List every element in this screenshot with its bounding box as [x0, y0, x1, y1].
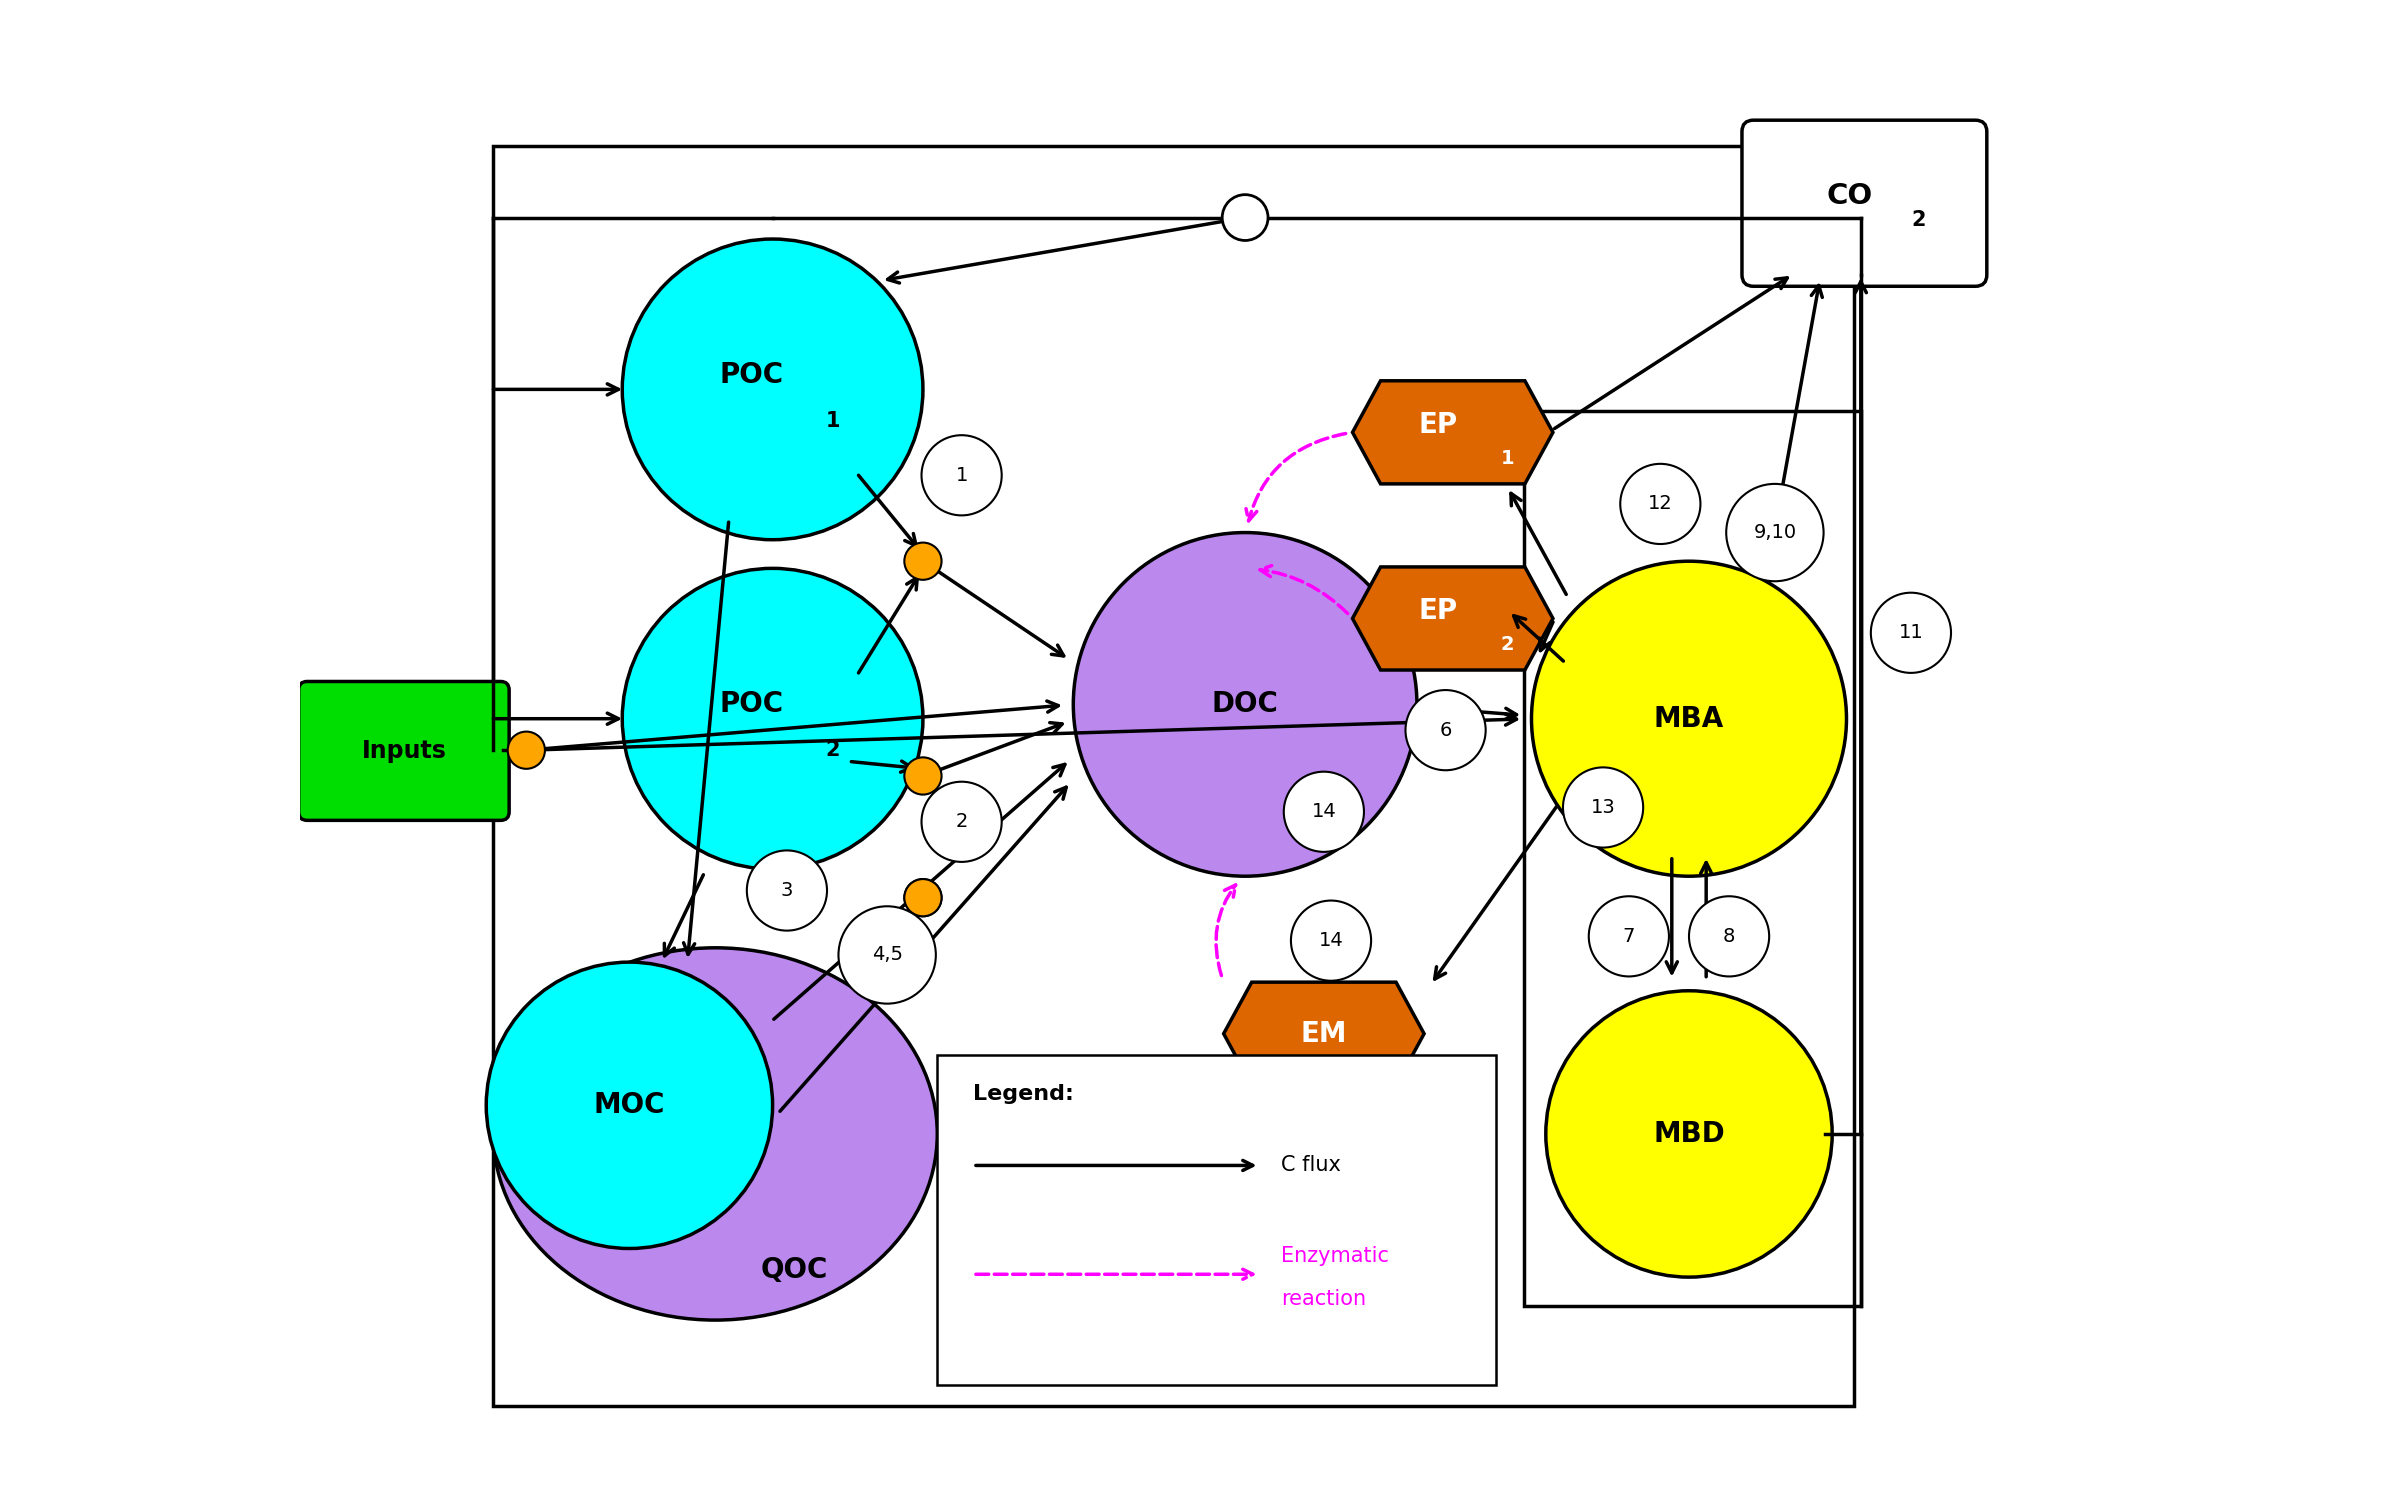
Ellipse shape — [492, 948, 937, 1320]
Text: 14: 14 — [1319, 931, 1343, 951]
Text: 4,5: 4,5 — [872, 946, 903, 964]
Text: reaction: reaction — [1281, 1289, 1367, 1308]
Text: 7: 7 — [1623, 927, 1635, 946]
Text: 2: 2 — [1912, 210, 1926, 231]
Circle shape — [1405, 690, 1487, 770]
Polygon shape — [1353, 567, 1554, 670]
Text: MBA: MBA — [1654, 705, 1723, 733]
Circle shape — [903, 758, 942, 795]
FancyBboxPatch shape — [937, 1055, 1496, 1385]
Text: MBD: MBD — [1654, 1120, 1726, 1148]
Text: Inputs: Inputs — [361, 739, 447, 764]
Text: 2: 2 — [1501, 635, 1513, 653]
Text: 1: 1 — [956, 466, 968, 484]
Circle shape — [903, 880, 942, 916]
Text: 14: 14 — [1312, 803, 1336, 821]
Text: MOC: MOC — [593, 1091, 664, 1120]
Text: C flux: C flux — [1281, 1156, 1341, 1176]
Text: 13: 13 — [1592, 798, 1616, 816]
Circle shape — [746, 851, 827, 931]
Circle shape — [923, 782, 1001, 862]
Text: CO: CO — [1826, 183, 1874, 210]
Text: 1: 1 — [1501, 448, 1513, 468]
Text: POC: POC — [719, 361, 784, 389]
Text: DOC: DOC — [1212, 691, 1279, 718]
Text: 2: 2 — [825, 741, 839, 761]
Circle shape — [507, 732, 545, 768]
FancyBboxPatch shape — [299, 682, 509, 821]
Circle shape — [923, 435, 1001, 516]
Polygon shape — [1224, 982, 1424, 1085]
Circle shape — [485, 963, 772, 1248]
Circle shape — [1073, 533, 1417, 877]
Text: 9,10: 9,10 — [1754, 524, 1797, 542]
Text: EP: EP — [1420, 410, 1458, 439]
Circle shape — [839, 907, 937, 1003]
Text: Legend:: Legend: — [973, 1083, 1073, 1105]
Text: 6: 6 — [1439, 721, 1451, 739]
Text: 3: 3 — [782, 881, 793, 899]
Text: QOC: QOC — [760, 1255, 827, 1284]
Circle shape — [1620, 463, 1699, 545]
Text: 2: 2 — [956, 812, 968, 831]
Circle shape — [1563, 768, 1644, 848]
Circle shape — [1283, 771, 1365, 853]
Text: EP: EP — [1420, 598, 1458, 625]
Polygon shape — [1353, 380, 1554, 484]
Circle shape — [903, 543, 942, 579]
FancyBboxPatch shape — [1742, 121, 1986, 287]
Text: 1: 1 — [825, 410, 839, 432]
Circle shape — [1726, 484, 1824, 581]
Circle shape — [1871, 593, 1950, 673]
Circle shape — [1221, 195, 1269, 240]
Text: Enzymatic: Enzymatic — [1281, 1245, 1389, 1266]
Circle shape — [621, 569, 923, 869]
Text: 11: 11 — [1898, 623, 1924, 643]
Text: 8: 8 — [1723, 927, 1735, 946]
Text: POC: POC — [719, 691, 784, 718]
Circle shape — [1532, 561, 1847, 877]
Text: 12: 12 — [1649, 495, 1673, 513]
Circle shape — [1690, 896, 1769, 976]
Circle shape — [621, 238, 923, 540]
Circle shape — [1589, 896, 1668, 976]
Circle shape — [1291, 901, 1372, 981]
Circle shape — [1546, 991, 1833, 1277]
Circle shape — [903, 880, 942, 916]
Text: EM: EM — [1300, 1020, 1348, 1047]
